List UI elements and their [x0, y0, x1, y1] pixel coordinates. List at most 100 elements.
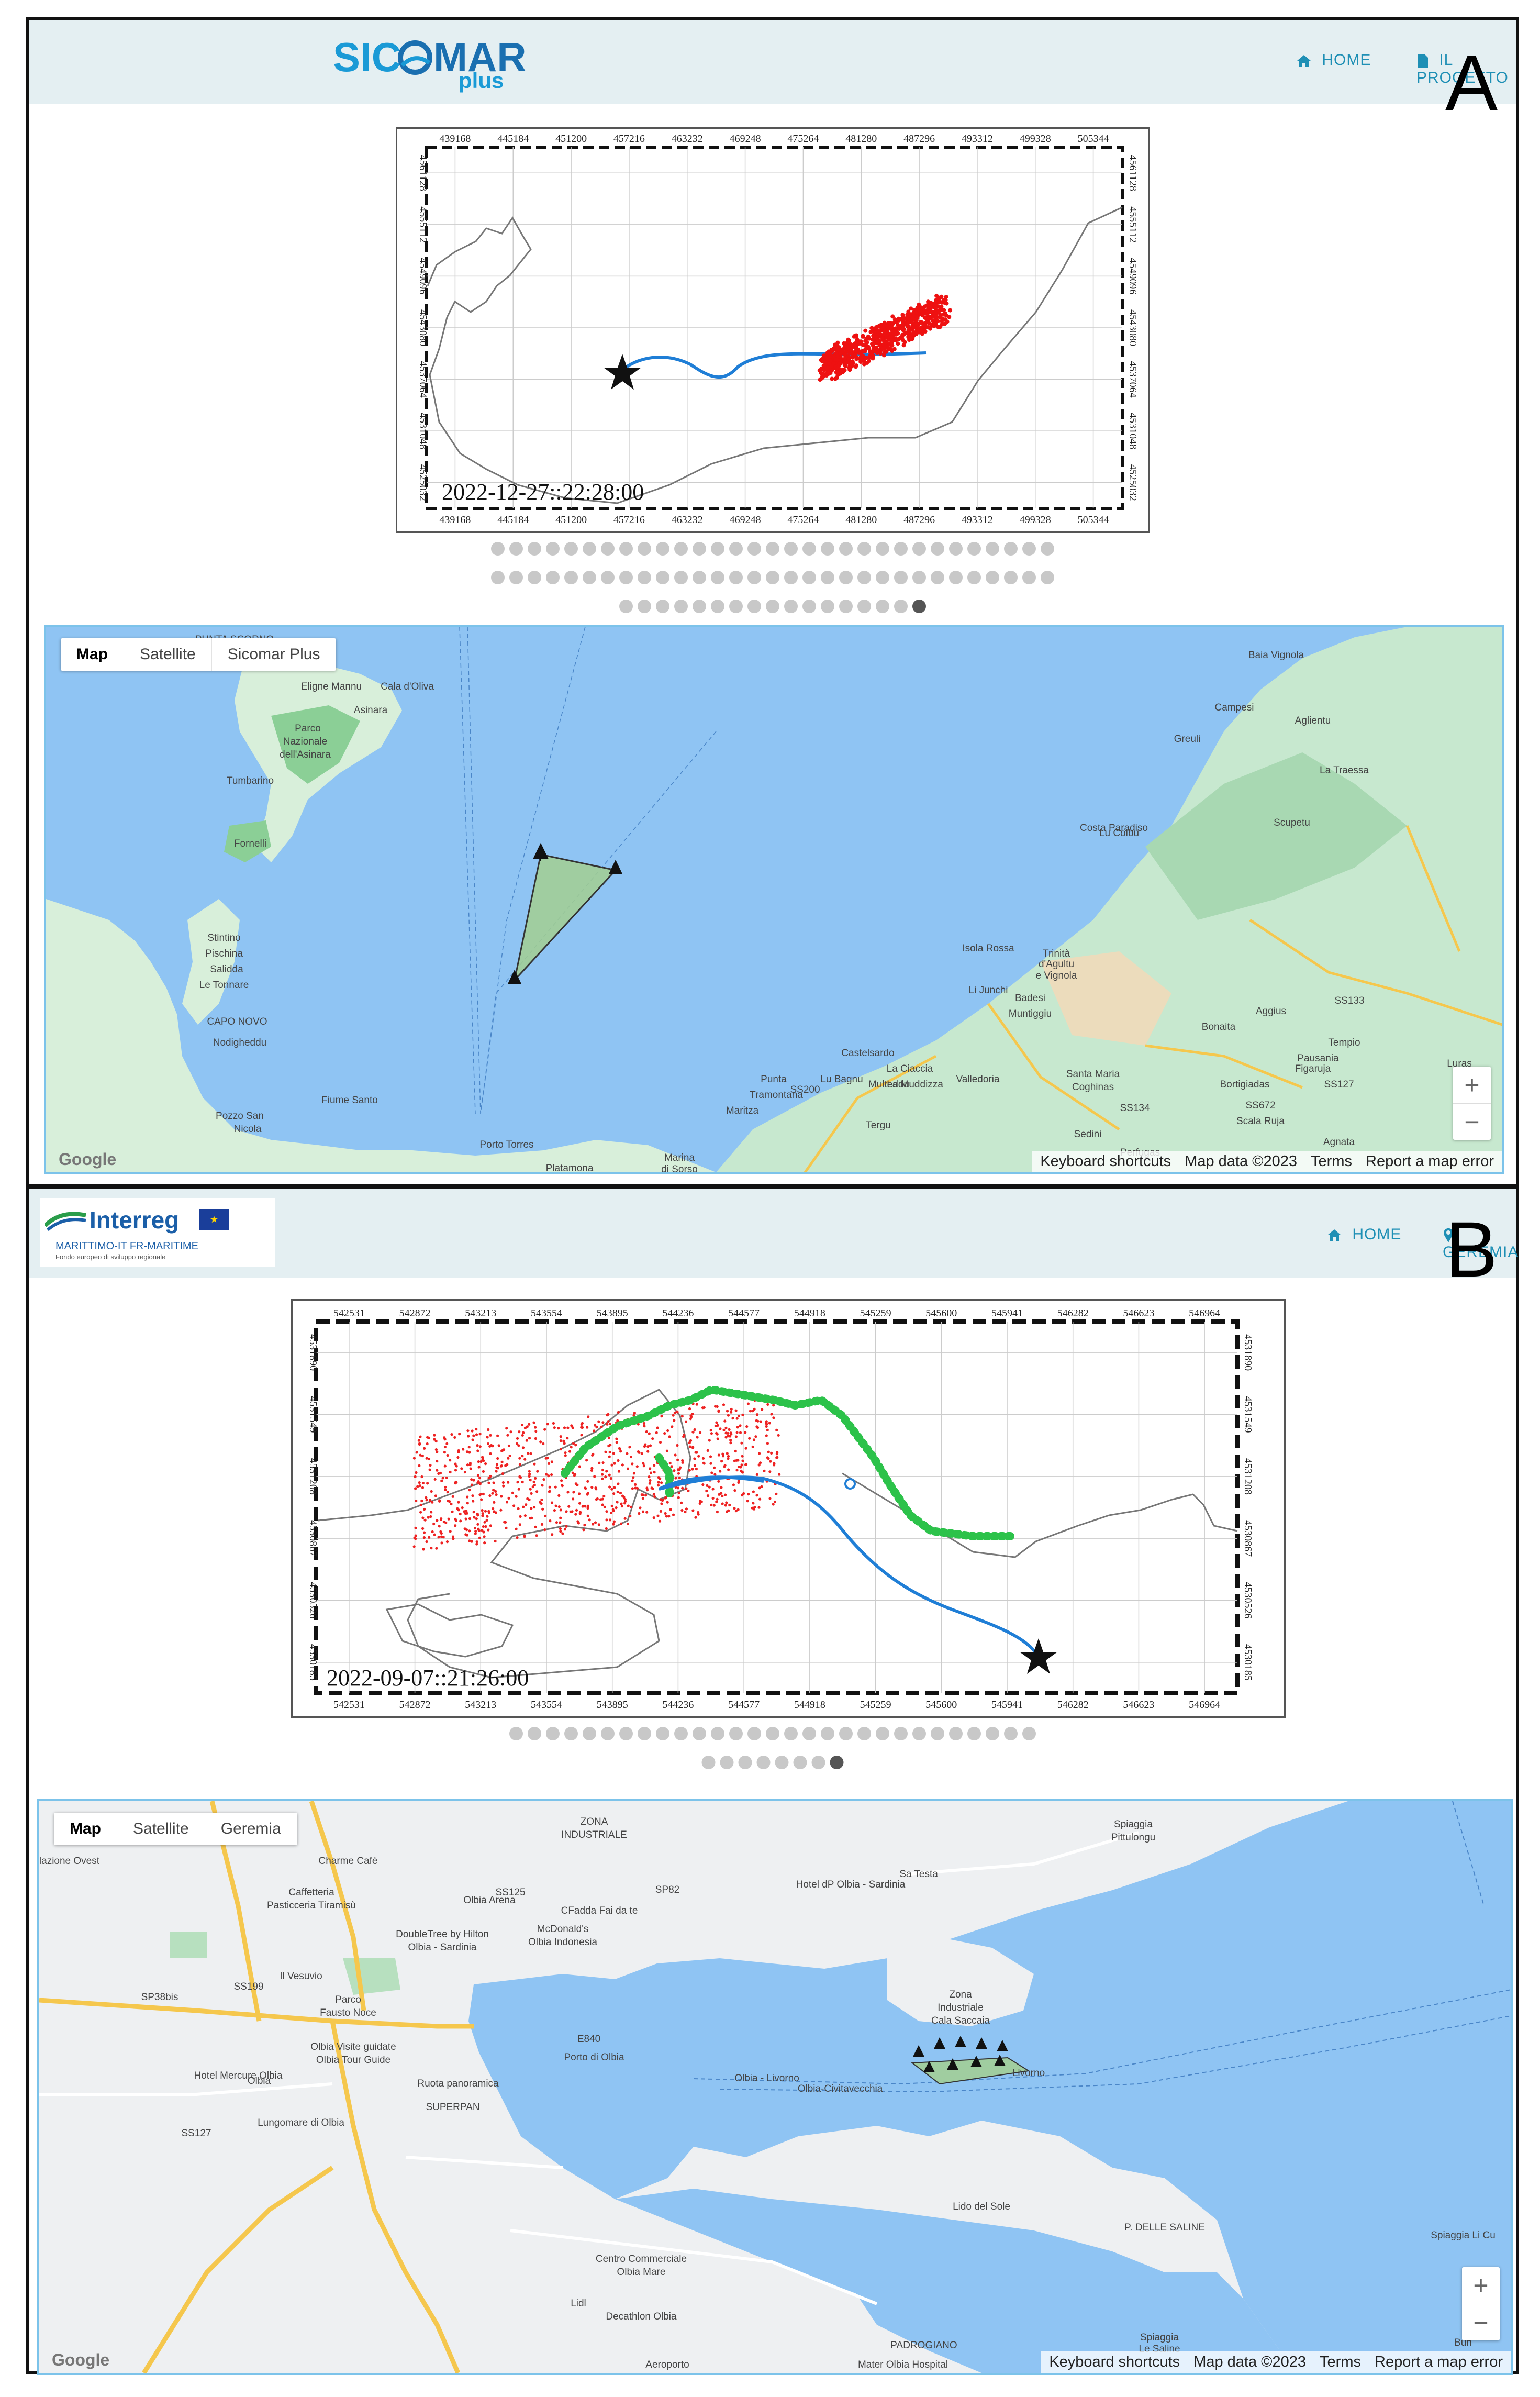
- pager-dot[interactable]: [766, 571, 779, 584]
- pager-dot[interactable]: [711, 600, 724, 613]
- pager-dot[interactable]: [747, 542, 761, 556]
- drifter-triangle[interactable]: [513, 853, 617, 983]
- pager-dot[interactable]: [1004, 542, 1018, 556]
- pager-dot[interactable]: [802, 1727, 816, 1740]
- pager-dot[interactable]: [638, 1727, 651, 1740]
- pager-dot[interactable]: [894, 1727, 908, 1740]
- map-olbia[interactable]: ZONA INDUSTRIALE Sa Testa Spiaggia Pittulong…: [37, 1799, 1513, 2375]
- map-tab-satellite[interactable]: Satellite: [117, 1813, 205, 1845]
- pager-dot[interactable]: [693, 571, 706, 584]
- map-tab-satellite[interactable]: Satellite: [124, 638, 212, 671]
- carousel-pager[interactable]: [302, 1723, 1244, 1775]
- map-tab-map[interactable]: Map: [54, 1813, 117, 1845]
- pager-dot[interactable]: [491, 571, 505, 584]
- pager-dot[interactable]: [784, 1727, 798, 1740]
- pager-dot[interactable]: [656, 542, 669, 556]
- pager-dot[interactable]: [583, 571, 596, 584]
- zoom-out-button[interactable]: −: [1473, 2308, 1489, 2337]
- drifter-buoy-icon[interactable]: [955, 2036, 966, 2047]
- pager-dot[interactable]: [546, 1727, 560, 1740]
- nav-il-progetto[interactable]: IL PROGETTO: [1416, 51, 1516, 87]
- pager-dot[interactable]: [857, 600, 871, 613]
- pager-dot[interactable]: [756, 1756, 771, 1769]
- pager-dot[interactable]: [821, 571, 834, 584]
- pager-dot[interactable]: [876, 571, 889, 584]
- map-tab-map[interactable]: Map: [61, 638, 124, 671]
- drifter-buoy-icon[interactable]: [533, 842, 549, 861]
- pager-dot[interactable]: [894, 542, 908, 556]
- keyboard-shortcuts-link[interactable]: Keyboard shortcuts: [1040, 1153, 1171, 1170]
- pager-dot[interactable]: [1022, 1727, 1036, 1740]
- pager-dot[interactable]: [729, 571, 743, 584]
- pager-dot[interactable]: [839, 571, 853, 584]
- pager-dot[interactable]: [830, 1756, 844, 1769]
- pager-dot[interactable]: [729, 1727, 743, 1740]
- drifter-buoy-icon[interactable]: [997, 2040, 1008, 2051]
- pager-dot[interactable]: [638, 600, 651, 613]
- pager-dot[interactable]: [802, 600, 816, 613]
- pager-dot[interactable]: [729, 542, 743, 556]
- map-tab-sicomar-plus[interactable]: Sicomar Plus: [212, 638, 337, 671]
- pager-dot[interactable]: [619, 600, 633, 613]
- pager-dot[interactable]: [720, 1756, 734, 1769]
- pager-dot[interactable]: [784, 600, 798, 613]
- zoom-in-button[interactable]: +: [1462, 2267, 1500, 2304]
- pager-dot[interactable]: [986, 542, 999, 556]
- pager-dot[interactable]: [674, 571, 688, 584]
- pager-dot[interactable]: [857, 1727, 871, 1740]
- pager-dot[interactable]: [601, 542, 615, 556]
- drifter-buoys[interactable]: [913, 2036, 1008, 2072]
- pager-dot[interactable]: [509, 542, 523, 556]
- pager-dot[interactable]: [931, 542, 944, 556]
- nav-home[interactable]: HOME: [1326, 1226, 1401, 1244]
- pager-dot[interactable]: [839, 542, 853, 556]
- pager-dot[interactable]: [912, 571, 926, 584]
- pager-dot[interactable]: [509, 571, 523, 584]
- pager-dot[interactable]: [747, 1727, 761, 1740]
- drifter-buoy-icon[interactable]: [970, 2056, 982, 2067]
- pager-dot[interactable]: [747, 571, 761, 584]
- map-tab-geremia[interactable]: Geremia: [205, 1813, 297, 1845]
- keyboard-shortcuts-link[interactable]: Keyboard shortcuts: [1049, 2354, 1180, 2370]
- pager-dot[interactable]: [509, 1727, 523, 1740]
- pager-dot[interactable]: [912, 600, 926, 613]
- zoom-in-button[interactable]: +: [1453, 1067, 1491, 1104]
- pager-dot[interactable]: [638, 542, 651, 556]
- map-canvas[interactable]: ZONA INDUSTRIALE Sa Testa Spiaggia Pittulong…: [39, 1801, 1511, 2373]
- pager-dot[interactable]: [766, 600, 779, 613]
- pager-dot[interactable]: [528, 542, 541, 556]
- pager-dot[interactable]: [821, 600, 834, 613]
- pager-dot[interactable]: [949, 571, 963, 584]
- pager-dot[interactable]: [601, 571, 615, 584]
- pager-dot[interactable]: [528, 571, 541, 584]
- sicomar-logo[interactable]: SIC MAR plus: [333, 30, 527, 93]
- pager-dot[interactable]: [564, 542, 578, 556]
- drifter-buoy-icon[interactable]: [913, 2045, 924, 2057]
- interreg-logo[interactable]: Interreg ★ MARITTIMO-IT FR-MARITIME Fond…: [40, 1198, 275, 1267]
- pager-dot[interactable]: [821, 1727, 834, 1740]
- pager-dot[interactable]: [766, 1727, 779, 1740]
- pager-dot[interactable]: [784, 542, 798, 556]
- terms-link[interactable]: Terms: [1320, 2354, 1361, 2370]
- pager-dot[interactable]: [949, 542, 963, 556]
- drifter-buoy-icon[interactable]: [609, 860, 622, 874]
- report-error-link[interactable]: Report a map error: [1366, 1153, 1494, 1170]
- pager-dot[interactable]: [583, 542, 596, 556]
- pager-dot[interactable]: [1022, 571, 1036, 584]
- pager-dot[interactable]: [949, 1727, 963, 1740]
- drifter-buoy-icon[interactable]: [994, 2055, 1006, 2066]
- pager-dot[interactable]: [747, 600, 761, 613]
- pager-dot[interactable]: [766, 542, 779, 556]
- pager-dot[interactable]: [967, 542, 981, 556]
- pager-dot[interactable]: [693, 600, 706, 613]
- drifter-buoy-icon[interactable]: [947, 2058, 958, 2070]
- carousel-pager[interactable]: [302, 538, 1244, 617]
- pager-dot[interactable]: [674, 542, 688, 556]
- pager-dot[interactable]: [674, 600, 688, 613]
- pager-dot[interactable]: [931, 1727, 944, 1740]
- pager-dot[interactable]: [546, 542, 560, 556]
- pager-dot[interactable]: [876, 1727, 889, 1740]
- pager-dot[interactable]: [967, 571, 981, 584]
- nav-geremia[interactable]: GEREMIA: [1443, 1226, 1519, 1261]
